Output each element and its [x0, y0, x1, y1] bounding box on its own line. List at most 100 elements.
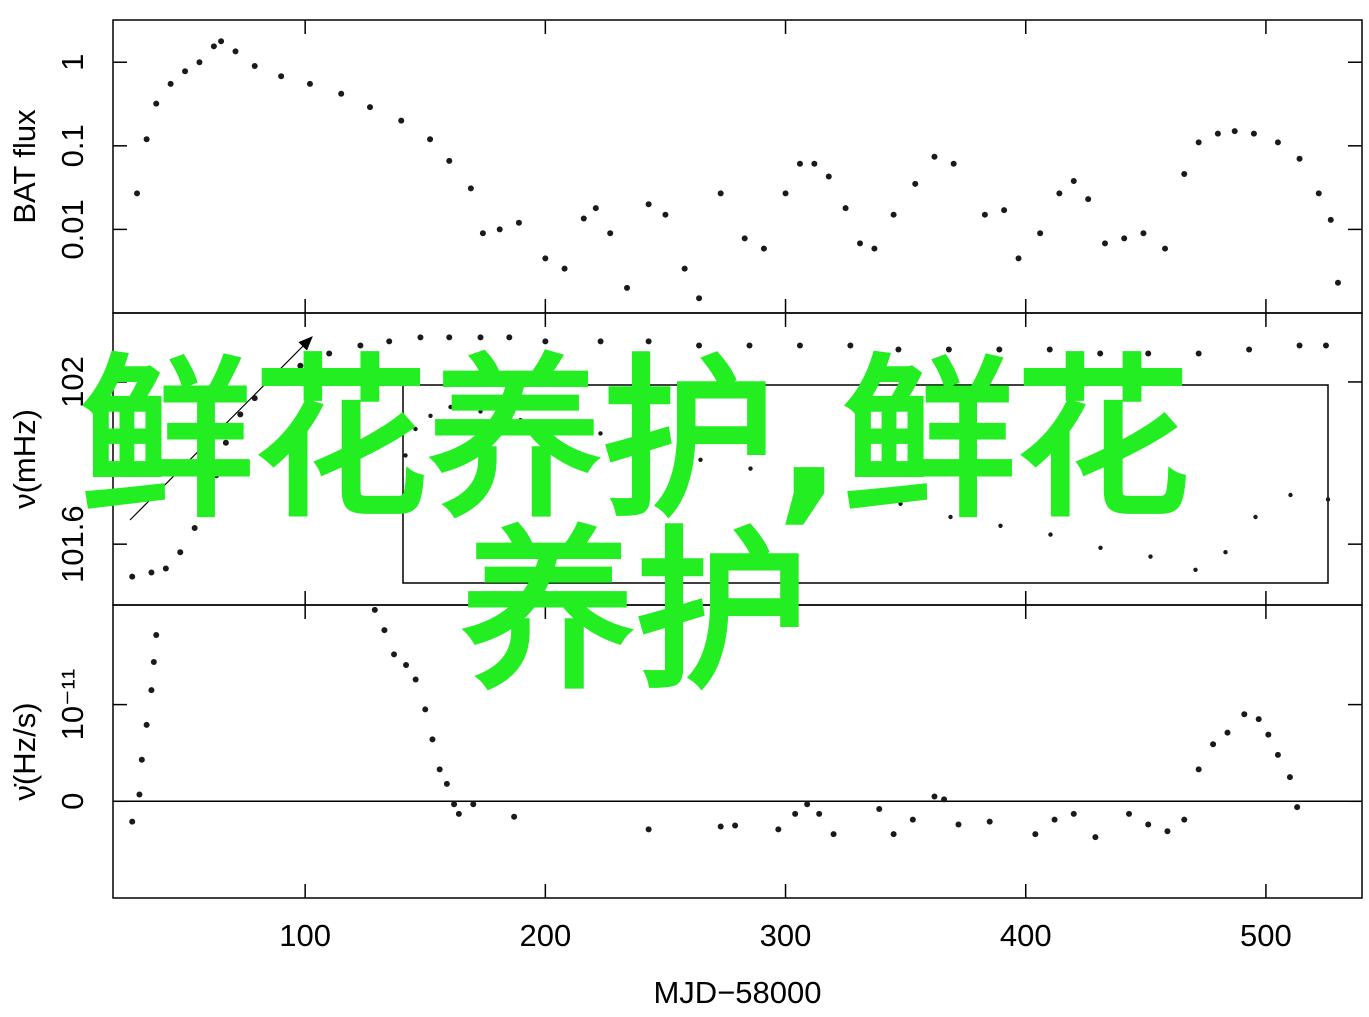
data-point — [428, 413, 433, 418]
data-point — [816, 810, 823, 817]
data-point — [367, 104, 374, 111]
panel-frame — [112, 604, 1363, 899]
data-point — [748, 466, 753, 471]
data-point — [511, 813, 518, 820]
inset-arrow — [129, 336, 313, 521]
data-point — [1098, 545, 1103, 550]
data-point — [645, 201, 652, 208]
data-point — [1164, 828, 1171, 835]
data-point — [948, 514, 953, 520]
data-point — [645, 826, 652, 833]
data-point — [542, 255, 549, 262]
data-point — [871, 245, 878, 252]
data-point — [451, 801, 458, 808]
data-point — [1210, 741, 1217, 748]
data-point — [798, 479, 803, 484]
data-point — [150, 659, 157, 666]
data-point — [138, 756, 145, 763]
data-point — [996, 346, 1003, 353]
data-point — [955, 821, 962, 828]
data-point — [998, 523, 1003, 528]
data-point — [237, 411, 244, 418]
data-point — [143, 721, 150, 728]
data-point — [1085, 196, 1092, 203]
data-point — [1214, 130, 1221, 137]
data-point — [413, 426, 418, 432]
data-point — [148, 687, 155, 694]
data-point — [811, 160, 818, 167]
data-point — [455, 810, 462, 817]
x-tick-label: 500 — [1240, 918, 1292, 953]
data-point — [698, 457, 703, 462]
data-point — [129, 573, 136, 580]
y-tick-label: 102 — [55, 356, 90, 408]
data-point — [429, 736, 436, 743]
data-point — [945, 346, 952, 353]
y-tick-label: 0 — [55, 793, 90, 810]
y-tick-label: 101.6 — [55, 505, 90, 583]
data-point — [792, 810, 799, 817]
data-point — [1327, 216, 1334, 223]
data-point — [1181, 816, 1188, 823]
data-point — [890, 831, 897, 838]
data-point — [662, 211, 669, 218]
data-point — [1051, 816, 1058, 823]
data-point — [986, 818, 993, 825]
data-point — [338, 90, 345, 97]
data-point — [775, 826, 782, 833]
data-point — [357, 342, 364, 349]
data-point — [182, 68, 189, 75]
data-point — [1015, 255, 1022, 262]
y-tick-label: 1 — [55, 54, 90, 71]
data-point — [273, 374, 280, 381]
data-point — [931, 153, 938, 160]
data-point — [1140, 230, 1147, 237]
data-point — [251, 395, 258, 402]
data-point — [830, 831, 837, 838]
data-point — [1148, 554, 1153, 559]
inset-frame — [402, 384, 1329, 584]
data-point — [876, 806, 883, 813]
data-point — [1274, 139, 1281, 146]
data-point — [645, 338, 652, 345]
data-point — [446, 157, 453, 164]
data-point — [222, 439, 229, 446]
data-point — [717, 190, 724, 197]
data-point — [403, 661, 410, 668]
data-point — [1101, 240, 1108, 247]
data-point — [386, 338, 393, 345]
data-point — [696, 342, 703, 349]
data-point — [412, 676, 419, 683]
data-point — [1092, 834, 1099, 841]
data-point — [782, 190, 789, 197]
x-tick-label: 300 — [760, 918, 812, 953]
data-point — [1181, 171, 1188, 178]
data-point — [371, 606, 378, 613]
data-point — [1195, 766, 1202, 773]
data-point — [391, 651, 398, 658]
data-point — [760, 245, 767, 252]
data-point — [1250, 130, 1257, 137]
data-point — [624, 284, 631, 291]
data-point — [477, 334, 484, 341]
data-point — [232, 48, 239, 55]
data-point — [931, 793, 938, 800]
data-point — [1315, 190, 1322, 197]
data-point — [1288, 492, 1293, 498]
y-tick-label: 0.1 — [55, 124, 90, 167]
data-point — [746, 342, 753, 349]
data-point — [741, 235, 748, 242]
data-point — [1231, 128, 1238, 135]
data-point — [1195, 350, 1202, 357]
data-point — [1046, 346, 1053, 353]
data-point — [398, 117, 405, 124]
data-point — [403, 453, 408, 458]
data-point — [1056, 190, 1063, 197]
data-point — [1126, 810, 1133, 817]
data-point — [856, 240, 863, 247]
data-point — [1032, 831, 1039, 838]
data-point — [467, 185, 474, 192]
data-point — [506, 334, 513, 341]
data-point — [1253, 514, 1258, 520]
